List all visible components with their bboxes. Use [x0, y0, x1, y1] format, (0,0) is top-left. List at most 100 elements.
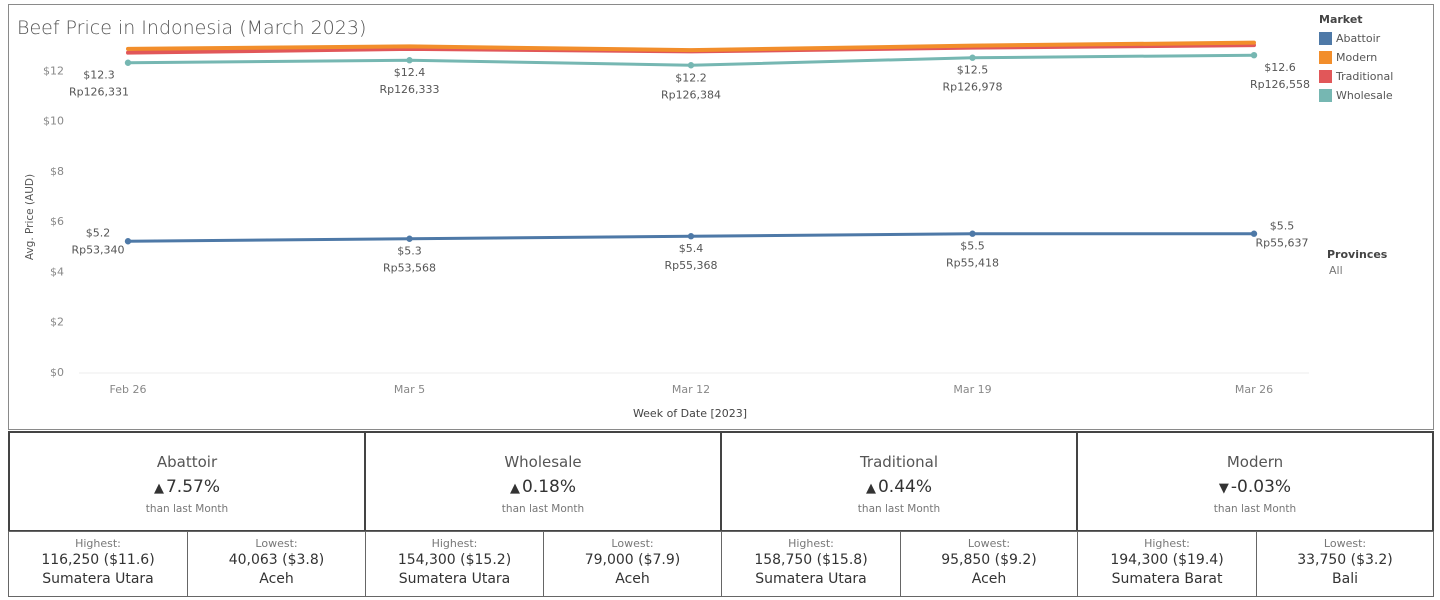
kpi-name: Wholesale: [504, 453, 582, 471]
data-label-aud: $5.5: [1270, 220, 1295, 233]
legend-title: Market: [1319, 13, 1363, 26]
stat-label: Highest:: [431, 537, 478, 550]
stat-province: Sumatera Utara: [755, 571, 867, 587]
stat-highest-wholesale: Highest: 154,300 ($15.2) Sumatera Utara: [365, 531, 544, 597]
kpi-change-value: -0.03%: [1230, 477, 1292, 497]
kpi-name: Traditional: [859, 453, 939, 471]
kpi-wholesale: Wholesale ▲ 0.18% than last Month: [364, 431, 722, 532]
kpi-subtitle: than last Month: [857, 503, 941, 515]
kpi-change-value: 0.18%: [521, 477, 576, 497]
data-label-idr: Rp126,978: [942, 81, 1002, 94]
legend-swatch: [1319, 32, 1332, 45]
stat-province: Sumatera Utara: [42, 571, 154, 587]
x-tick-label: Mar 19: [953, 383, 991, 396]
kpi-modern: Modern ▼ -0.03% than last Month: [1076, 431, 1434, 532]
data-point: [969, 230, 976, 237]
triangle-up-icon: ▲: [153, 481, 164, 496]
stat-province: Aceh: [971, 571, 1007, 587]
stat-label: Highest:: [75, 537, 121, 550]
kpi-subtitle: than last Month: [145, 503, 229, 515]
y-tick-label: $2: [50, 316, 64, 329]
data-label-idr: Rp126,384: [661, 88, 721, 101]
data-point: [406, 57, 413, 64]
stat-label: Lowest:: [967, 537, 1011, 550]
stat-value: 194,300 ($19.4): [1110, 552, 1224, 568]
stat-lowest-traditional: Lowest: 95,850 ($9.2) Aceh: [900, 531, 1078, 597]
stat-highest-modern: Highest: 194,300 ($19.4) Sumatera Barat: [1077, 531, 1257, 597]
y-tick-label: $10: [43, 115, 64, 128]
stat-value: 95,850 ($9.2): [941, 552, 1037, 568]
stat-province: Aceh: [615, 571, 650, 587]
data-label-aud: $12.2: [675, 71, 707, 84]
data-label-idr: Rp55,368: [664, 259, 717, 272]
data-label-idr: Rp126,558: [1250, 78, 1310, 91]
legend-label: Abattoir: [1336, 32, 1381, 45]
data-point: [687, 62, 695, 69]
data-label-aud: $12.3: [83, 69, 115, 82]
y-tick-label: $12: [43, 64, 64, 77]
data-point: [687, 233, 695, 240]
kpi-change: ▲ 0.18%: [366, 477, 720, 497]
data-label-aud: $12.6: [1264, 61, 1296, 74]
y-tick-label: $6: [50, 215, 64, 228]
y-axis-label: Avg. Price (AUD): [24, 174, 36, 260]
stat-province: Bali: [1332, 571, 1358, 587]
legend-item-wholesale[interactable]: Wholesale: [1319, 86, 1393, 105]
data-point: [1250, 230, 1258, 237]
stat-value: 154,300 ($15.2): [397, 552, 512, 568]
provinces-filter[interactable]: Provinces All: [1327, 248, 1387, 277]
x-tick-label: Mar 12: [672, 383, 710, 396]
chart-title: Beef Price in Indonesia (March 2023): [17, 17, 367, 39]
stat-label: Lowest:: [255, 537, 298, 550]
data-label-aud: $12.4: [394, 66, 426, 79]
stat-lowest-wholesale: Lowest: 79,000 ($7.9) Aceh: [543, 531, 722, 597]
legend-swatch: [1319, 89, 1332, 102]
legend-label: Modern: [1336, 51, 1378, 64]
data-label-aud: $5.2: [86, 226, 111, 239]
data-label-idr: Rp126,331: [69, 86, 129, 99]
stat-label: Lowest:: [611, 537, 654, 550]
triangle-up-icon: ▲: [509, 481, 520, 496]
triangle-down-icon: ▼: [1218, 481, 1229, 496]
data-point: [124, 238, 132, 245]
data-label-idr: Rp53,568: [383, 262, 436, 275]
kpi-traditional: Traditional ▲ 0.44% than last Month: [720, 431, 1078, 532]
stat-province: Sumatera Barat: [1111, 571, 1223, 587]
stat-value: 33,750 ($3.2): [1297, 552, 1393, 568]
stat-label: Lowest:: [1323, 537, 1367, 550]
stat-lowest-modern: Lowest: 33,750 ($3.2) Bali: [1256, 531, 1434, 597]
data-point: [969, 54, 976, 61]
data-label-idr: Rp126,333: [379, 83, 439, 96]
y-tick-label: $0: [50, 366, 64, 379]
triangle-up-icon: ▲: [865, 481, 876, 496]
stat-label: Highest:: [1144, 537, 1190, 550]
chart-panel: Beef Price in Indonesia (March 2023) $0 $…: [8, 4, 1434, 430]
data-point: [1250, 52, 1258, 59]
data-label-idr: Rp55,418: [946, 257, 999, 270]
kpi-subtitle: than last Month: [501, 503, 585, 515]
data-label-idr: Rp55,637: [1255, 237, 1308, 250]
stat-highest-traditional: Highest: 158,750 ($15.8) Sumatera Utara: [721, 531, 901, 597]
x-tick-label: Mar 5: [394, 383, 425, 396]
y-tick-label: $4: [50, 265, 64, 278]
legend-item-modern[interactable]: Modern: [1319, 48, 1393, 67]
legend-label: Traditional: [1336, 70, 1394, 83]
data-label-aud: $12.5: [957, 64, 989, 77]
stat-value: 79,000 ($7.9): [584, 552, 681, 568]
legend-item-abattoir[interactable]: Abattoir: [1319, 29, 1393, 48]
x-tick-label: Feb 26: [110, 383, 147, 396]
stat-province: Sumatera Utara: [398, 571, 511, 587]
legend: Market Abattoir Modern Traditional Whole…: [1319, 13, 1393, 105]
data-point: [406, 235, 413, 242]
legend-item-traditional[interactable]: Traditional: [1319, 67, 1393, 86]
stat-value: 40,063 ($3.8): [228, 552, 325, 568]
data-point: [124, 59, 132, 66]
stat-value: 158,750 ($15.8): [754, 552, 868, 568]
kpi-subtitle: than last Month: [1213, 503, 1297, 515]
kpi-abattoir: Abattoir ▲ 7.57% than last Month: [8, 431, 366, 532]
stat-highest-abattoir: Highest: 116,250 ($11.6) Sumatera Utara: [8, 531, 188, 597]
line-chart: $0 $2 $4 $6 $8 $10 $12 Avg. Price (AUD) Feb 26 Ma…: [24, 40, 1310, 420]
kpi-name: Abattoir: [156, 453, 218, 471]
x-tick-label: Mar 26: [1235, 383, 1273, 396]
legend-swatch: [1319, 51, 1332, 64]
